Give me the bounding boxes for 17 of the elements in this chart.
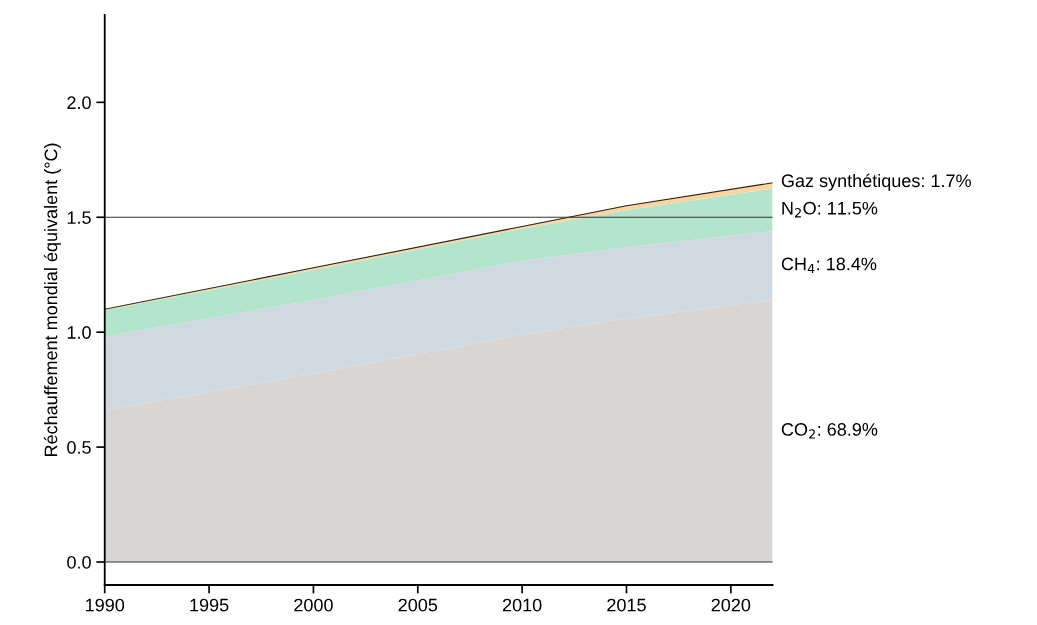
y-tick-label: 2.0	[67, 96, 91, 110]
series-label: Gaz synthétiques: 1.7%	[781, 173, 971, 191]
y-tick-label: 1.5	[67, 211, 91, 224]
y-tick-label: 0.0	[67, 555, 91, 569]
series-label: N$_{2}$O: 11.5%	[782, 201, 878, 218]
x-tick-label: 1990	[86, 598, 125, 612]
x-tick-label: 1995	[190, 598, 229, 612]
x-tick-label: 2000	[294, 598, 333, 612]
x-tick-label: 2015	[607, 598, 646, 612]
series-label: CH$_{4}$: 18.4%	[781, 257, 877, 274]
y-tick-label: 1.0	[67, 326, 91, 339]
x-tick-label: 2005	[398, 598, 438, 612]
y-axis-title: Réchauffement mondial équivalent (°C)	[43, 143, 61, 457]
series-label: CO$_{2}$: 68.9%	[781, 423, 878, 439]
x-tick-label: 2010	[502, 598, 542, 612]
y-tick-label: 0.5	[67, 441, 91, 454]
x-tick-label: 2020	[711, 598, 751, 612]
